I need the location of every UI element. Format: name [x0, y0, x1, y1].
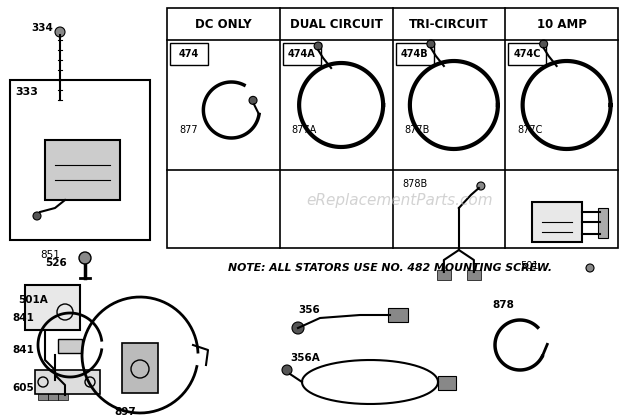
Text: DC ONLY: DC ONLY — [195, 18, 252, 31]
Text: 474A: 474A — [288, 49, 316, 59]
Text: eReplacementParts.com: eReplacementParts.com — [307, 193, 494, 207]
Bar — [38, 392, 48, 400]
Bar — [58, 339, 82, 353]
Circle shape — [33, 212, 41, 220]
Bar — [388, 308, 408, 322]
Text: 877: 877 — [179, 125, 198, 135]
Text: 356A: 356A — [290, 353, 320, 363]
Bar — [531, 202, 582, 242]
Text: 334: 334 — [31, 23, 53, 33]
Bar — [48, 392, 58, 400]
Text: 474C: 474C — [513, 49, 541, 59]
Circle shape — [477, 182, 485, 190]
Text: 333: 333 — [15, 87, 38, 97]
Text: DUAL CIRCUIT: DUAL CIRCUIT — [290, 18, 383, 31]
Bar — [122, 343, 158, 393]
Text: TRI-CIRCUIT: TRI-CIRCUIT — [409, 18, 489, 31]
Text: 877A: 877A — [292, 125, 317, 135]
Text: NOTE: ALL STATORS USE NO. 482 MOUNTING SCREW.: NOTE: ALL STATORS USE NO. 482 MOUNTING S… — [228, 263, 552, 273]
Bar — [283, 43, 321, 65]
Circle shape — [282, 365, 292, 375]
Text: 878B: 878B — [402, 179, 428, 189]
Text: 474B: 474B — [401, 49, 428, 59]
Circle shape — [55, 27, 65, 37]
Text: 526: 526 — [45, 258, 67, 268]
Text: 474: 474 — [179, 49, 199, 59]
Text: 10 AMP: 10 AMP — [537, 18, 587, 31]
Circle shape — [249, 97, 257, 104]
Circle shape — [79, 252, 91, 264]
Bar — [467, 270, 481, 280]
Text: 877C: 877C — [517, 125, 542, 135]
Bar — [170, 43, 208, 65]
Bar — [35, 370, 100, 394]
Bar — [167, 8, 618, 248]
Text: 501A: 501A — [18, 295, 48, 305]
Text: 356: 356 — [298, 305, 320, 315]
Bar — [508, 43, 546, 65]
Text: 897: 897 — [114, 407, 136, 417]
Bar — [58, 392, 68, 400]
Text: 605: 605 — [12, 383, 33, 393]
Bar — [438, 376, 456, 390]
Text: 501: 501 — [520, 261, 539, 271]
Text: 877B: 877B — [404, 125, 430, 135]
Text: 878: 878 — [492, 300, 514, 310]
Bar — [45, 140, 120, 200]
Circle shape — [314, 42, 322, 50]
Bar — [25, 285, 80, 330]
Circle shape — [292, 322, 304, 334]
Circle shape — [586, 264, 594, 272]
Text: 851: 851 — [40, 250, 60, 260]
Circle shape — [539, 40, 547, 48]
Bar — [10, 80, 150, 240]
Bar — [598, 208, 608, 238]
Bar — [437, 270, 451, 280]
Bar — [396, 43, 433, 65]
Text: 841: 841 — [12, 345, 34, 355]
Circle shape — [427, 40, 435, 48]
Text: 841: 841 — [12, 313, 34, 323]
